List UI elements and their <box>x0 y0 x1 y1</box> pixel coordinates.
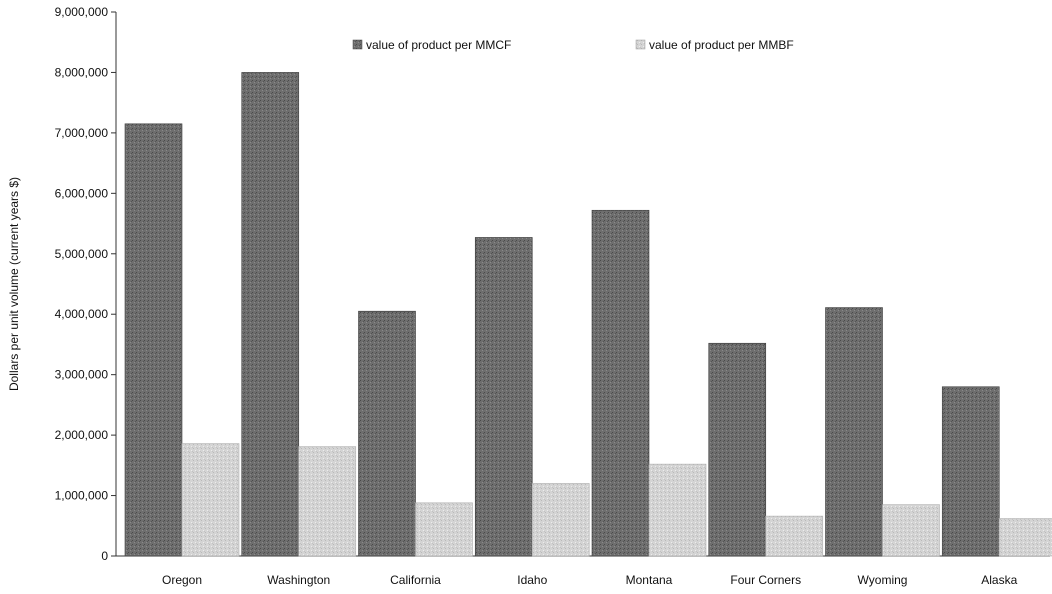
x-tick-label: Washington <box>267 573 330 587</box>
x-axis-labels: Oregon Washington California Idaho Montana Fo… <box>162 573 1018 587</box>
x-tick-label: California <box>390 573 441 587</box>
bars-group <box>124 72 1052 557</box>
bar-mmbf-washington <box>298 446 357 557</box>
bar-mmbf-oregon <box>181 443 240 557</box>
bar-mmcf-washington <box>241 72 300 557</box>
y-tick-label: 9,000,000 <box>55 5 109 19</box>
x-tick-label: Oregon <box>162 573 202 587</box>
y-tick-label: 6,000,000 <box>55 186 109 200</box>
y-tick-label: 3,000,000 <box>55 368 109 382</box>
bar-mmcf-montana <box>591 209 650 557</box>
x-tick-label: Montana <box>626 573 673 587</box>
bar-mmcf-oregon <box>124 123 183 557</box>
y-tick-label: 1,000,000 <box>55 489 109 503</box>
bar-mmbf-wyoming <box>882 504 940 557</box>
legend-swatch-mmbf <box>635 39 646 50</box>
bar-mmcf-four-corners <box>708 342 767 557</box>
y-tick-label: 4,000,000 <box>55 307 109 321</box>
bar-mmcf-wyoming <box>825 307 883 557</box>
x-tick-label: Wyoming <box>858 573 908 587</box>
y-tick-label: 7,000,000 <box>55 126 109 140</box>
bar-mmbf-alaska <box>998 518 1052 557</box>
legend-swatch-mmcf <box>352 39 363 50</box>
y-axis-ticks: 0 1,000,000 2,000,000 3,000,000 4,000,000 5,0… <box>55 5 116 563</box>
bar-mmbf-idaho <box>531 483 590 557</box>
x-tick-label: Idaho <box>517 573 547 587</box>
legend-label-mmcf: value of product per MMCF <box>366 38 511 52</box>
bar-mmbf-montana <box>648 463 707 557</box>
y-tick-label: 5,000,000 <box>55 247 109 261</box>
x-tick-label: Four Corners <box>730 573 801 587</box>
legend-label-mmbf: value of product per MMBF <box>649 38 794 52</box>
bar-mmcf-alaska <box>941 386 1000 557</box>
bar-mmcf-idaho <box>474 237 533 557</box>
y-axis-title: Dollars per unit volume (current years $… <box>7 177 21 391</box>
legend: value of product per MMCF value of produ… <box>352 38 794 52</box>
bar-mmbf-four-corners <box>765 515 824 557</box>
x-tick-label: Alaska <box>981 573 1017 587</box>
bar-mmcf-california <box>358 310 416 557</box>
y-tick-label: 2,000,000 <box>55 428 109 442</box>
y-tick-label: 8,000,000 <box>55 65 109 79</box>
bar-mmbf-california <box>415 502 473 557</box>
y-tick-label: 0 <box>101 549 108 563</box>
